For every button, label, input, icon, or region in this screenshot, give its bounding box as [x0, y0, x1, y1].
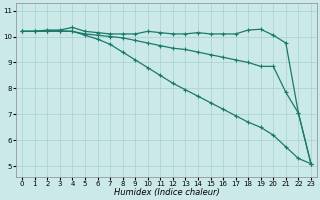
X-axis label: Humidex (Indice chaleur): Humidex (Indice chaleur) — [114, 188, 220, 197]
